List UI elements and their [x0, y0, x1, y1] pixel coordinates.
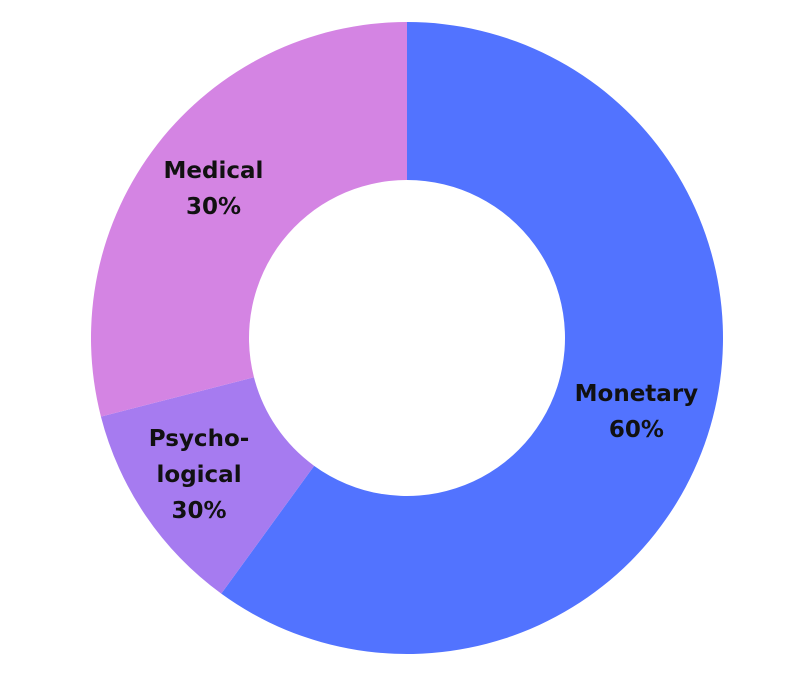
slice-2: [90, 22, 407, 417]
slice-label-line: 30%: [186, 194, 241, 220]
slice-label-line: Psycho-: [149, 426, 250, 452]
slice-label-line: logical: [157, 462, 242, 488]
labels-group: Monetary 60% Psycho-logical 30% Medical 30%: [149, 158, 698, 524]
slice-label-2: Medical 30%: [164, 158, 264, 220]
slices-group: [90, 22, 723, 654]
slice-label-line: Monetary: [575, 381, 699, 407]
slice-label-line: 60%: [609, 417, 664, 443]
slice-label-1: Psycho-logical 30%: [149, 426, 250, 524]
slice-1: [100, 377, 315, 594]
slice-label-0: Monetary 60%: [575, 381, 699, 443]
slice-label-line: 30%: [172, 498, 227, 524]
slice-0: [221, 22, 723, 654]
slice-label-line: Medical: [164, 158, 264, 184]
